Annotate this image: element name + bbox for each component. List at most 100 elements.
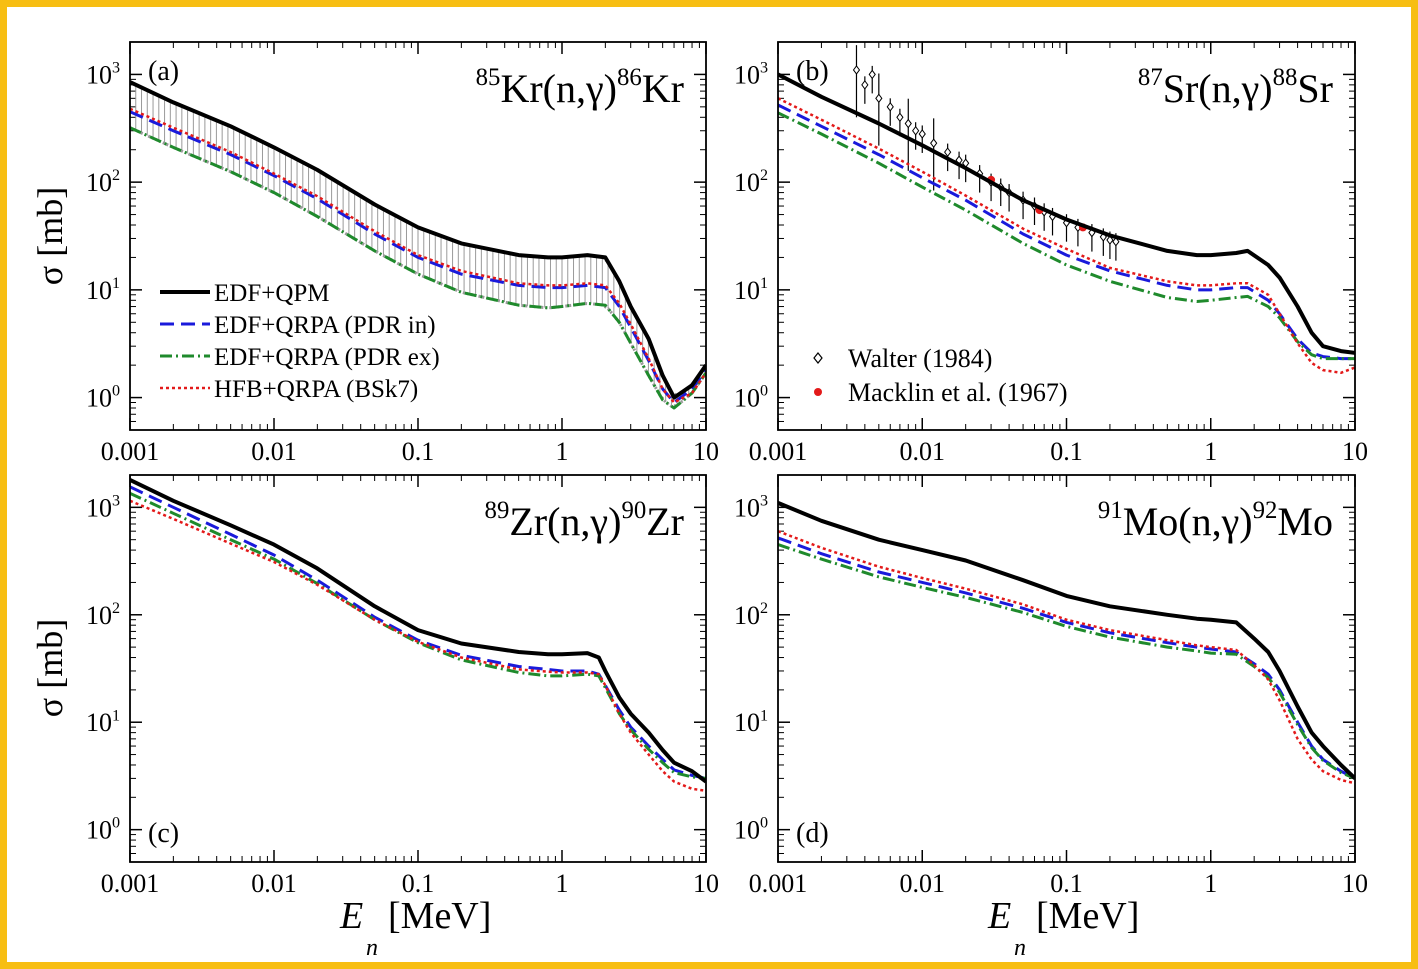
series-line-edf-qpm [778, 501, 1355, 780]
x-tick-label: 1 [1204, 437, 1217, 466]
walter-point [912, 125, 920, 136]
walter-point [930, 138, 938, 149]
walter-point [886, 102, 894, 112]
y-tick-base: 10 [734, 276, 760, 305]
y-tick-base: 10 [734, 60, 760, 89]
series-line-edf-qrpa-pdr-ex- [778, 111, 1355, 361]
series-line-edf-qrpa-pdr-ex- [130, 126, 706, 410]
y-tick-label: 102 [734, 600, 768, 630]
element: Mo [1277, 499, 1333, 544]
y-tick-exponent: 2 [112, 600, 120, 617]
y-axis-label-top: σ [mb] [30, 187, 70, 285]
y-axis-label-bottom: σ [mb] [30, 619, 70, 717]
series-line-edf-qrpa-pdr-ex- [778, 543, 1355, 780]
y-tick-label: 101 [86, 275, 120, 305]
y-tick-exponent: 0 [112, 815, 120, 832]
chart-panel-d: 0.001 0.01 0.1 1 10100101102103(d)91Mo(n,γ)9… [734, 474, 1368, 898]
y-tick-exponent: 1 [760, 707, 768, 724]
y-tick-base: 10 [86, 708, 112, 737]
plot-area [130, 80, 706, 410]
x-tick-label: 0.1 [1050, 869, 1083, 898]
series-line-edf-qrpa-pdr-in- [130, 485, 706, 780]
sigma-symbol: σ [30, 689, 70, 717]
x-tick-label: 0.1 [402, 869, 435, 898]
y-tick-base: 10 [86, 384, 112, 413]
x-tick-label: 0.01 [251, 869, 297, 898]
y-tick-exponent: 2 [760, 600, 768, 617]
legend-label: Macklin et al. (1967) [848, 378, 1068, 407]
y-tick-label: 100 [734, 815, 768, 845]
x-tick-label: 0.001 [101, 437, 160, 466]
sigma-symbol: σ [30, 257, 70, 285]
y-tick-exponent: 2 [760, 167, 768, 184]
panel-label: (d) [796, 818, 829, 849]
energy-symbol: E [339, 895, 363, 937]
walter-point [868, 69, 876, 80]
y-tick-exponent: 1 [112, 275, 120, 292]
y-tick-base: 10 [734, 384, 760, 413]
panel-label: (b) [796, 56, 829, 87]
reaction-label: 85Kr(n,γ)86Kr [476, 64, 684, 111]
walter-point [875, 93, 883, 104]
y-tick-base: 10 [734, 168, 760, 197]
reaction-label: 89Zr(n,γ)90Zr [485, 497, 684, 544]
plot-area [130, 478, 706, 793]
legend-label: EDF+QPM [214, 280, 330, 307]
y-tick-base: 10 [86, 816, 112, 845]
series-line-hfb-qrpa-bsk7- [130, 107, 706, 404]
y-tick-base: 10 [86, 601, 112, 630]
series-line-edf-qpm [778, 72, 1355, 355]
x-tick-label: 10 [693, 869, 719, 898]
y-tick-label: 102 [734, 167, 768, 197]
x-axis-label-left: En [MeV] [339, 895, 491, 961]
y-tick-exponent: 2 [112, 167, 120, 184]
y-tick-label: 101 [86, 707, 120, 737]
series-line-hfb-qrpa-bsk7- [778, 97, 1355, 375]
mass-number: 91 [1098, 497, 1123, 524]
y-tick-exponent: 0 [760, 815, 768, 832]
legend-panel-a: EDF+QPM EDF+QRPA (PDR in) EDF+QRPA (PDR ex… [160, 280, 440, 403]
y-tick-exponent: 3 [112, 60, 120, 77]
y-tick-base: 10 [734, 601, 760, 630]
x-tick-label: 10 [693, 437, 719, 466]
plot-border [129, 41, 707, 431]
energy-unit: [MeV] [388, 895, 491, 937]
legend-panel-b: Walter (1984) Macklin et al. (1967) [813, 344, 1068, 407]
walter-point [918, 129, 926, 139]
y-tick-label: 100 [734, 383, 768, 413]
y-tick-exponent: 0 [112, 383, 120, 400]
y-tick-base: 10 [86, 60, 112, 89]
walter-point [852, 65, 861, 75]
mass-number: 85 [476, 64, 501, 91]
reaction-channel: (n,γ) [1178, 499, 1252, 544]
x-tick-label: 10 [1342, 437, 1368, 466]
walter-point [896, 112, 904, 123]
x-tick-label: 0.1 [1050, 437, 1083, 466]
y-tick-label: 101 [734, 707, 768, 737]
x-tick-label: 1 [556, 869, 569, 898]
x-axis-label-right: En [MeV] [987, 895, 1139, 961]
y-tick-exponent: 3 [760, 492, 768, 509]
y-tick-label: 103 [86, 492, 120, 522]
panel-label: (a) [148, 56, 179, 87]
y-tick-base: 10 [734, 816, 760, 845]
x-tick-label: 1 [1204, 869, 1217, 898]
x-tick-label: 10 [1342, 869, 1368, 898]
plot-border [129, 474, 707, 863]
element: Sr [1163, 66, 1199, 111]
reaction-label: 87Sr(n,γ)88Sr [1138, 64, 1333, 111]
walter-point [1112, 236, 1120, 247]
element: Kr [500, 66, 542, 111]
y-tick-base: 10 [734, 493, 760, 522]
legend-label: EDF+QRPA (PDR in) [214, 312, 436, 339]
y-tick-exponent: 3 [760, 60, 768, 77]
plot-area [778, 45, 1355, 375]
mass-number: 92 [1253, 497, 1278, 524]
reaction-channel: (n,γ) [547, 499, 621, 544]
y-tick-exponent: 3 [112, 492, 120, 509]
x-tick-label: 0.001 [101, 869, 160, 898]
y-tick-exponent: 1 [760, 275, 768, 292]
series-line-edf-qpm [130, 478, 706, 784]
